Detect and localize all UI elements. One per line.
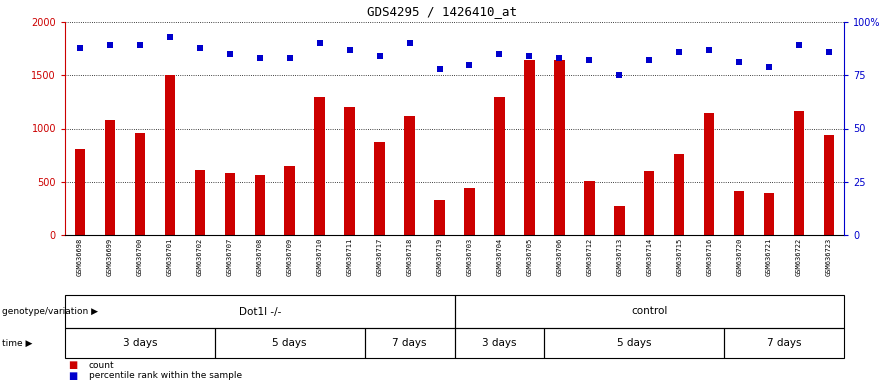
Text: count: count	[89, 361, 115, 369]
Bar	[434, 200, 445, 235]
Text: percentile rank within the sample: percentile rank within the sample	[89, 371, 242, 381]
Text: 3 days: 3 days	[482, 338, 516, 348]
Bar	[584, 181, 595, 235]
Bar	[614, 206, 624, 235]
Bar	[194, 170, 205, 235]
Bar	[494, 96, 505, 235]
Bar	[404, 116, 415, 235]
Bar	[644, 171, 654, 235]
Text: 7 days: 7 days	[766, 338, 801, 348]
Text: 5 days: 5 days	[617, 338, 652, 348]
Bar	[674, 154, 684, 235]
Text: Dot1l -/-: Dot1l -/-	[239, 306, 281, 316]
Text: 7 days: 7 days	[392, 338, 427, 348]
Bar	[764, 194, 774, 235]
Bar	[704, 113, 714, 235]
Bar	[164, 75, 175, 235]
Text: ■: ■	[70, 360, 82, 370]
Text: 5 days: 5 days	[272, 338, 307, 348]
Bar	[345, 107, 354, 235]
Text: 3 days: 3 days	[123, 338, 157, 348]
Text: time ▶: time ▶	[2, 339, 32, 348]
Text: genotype/variation ▶: genotype/variation ▶	[2, 307, 98, 316]
Bar	[225, 173, 235, 235]
Bar	[464, 188, 475, 235]
Bar	[255, 175, 265, 235]
Bar	[374, 142, 385, 235]
Bar	[134, 133, 145, 235]
Text: GDS4295 / 1426410_at: GDS4295 / 1426410_at	[367, 5, 517, 18]
Bar	[824, 135, 834, 235]
Bar	[794, 111, 804, 235]
Bar	[524, 60, 535, 235]
Bar	[75, 149, 85, 235]
Bar	[104, 120, 115, 235]
Bar	[315, 96, 325, 235]
Bar	[734, 191, 744, 235]
Text: ■: ■	[70, 371, 82, 381]
Bar	[285, 166, 295, 235]
Bar	[554, 60, 565, 235]
Text: control: control	[631, 306, 667, 316]
